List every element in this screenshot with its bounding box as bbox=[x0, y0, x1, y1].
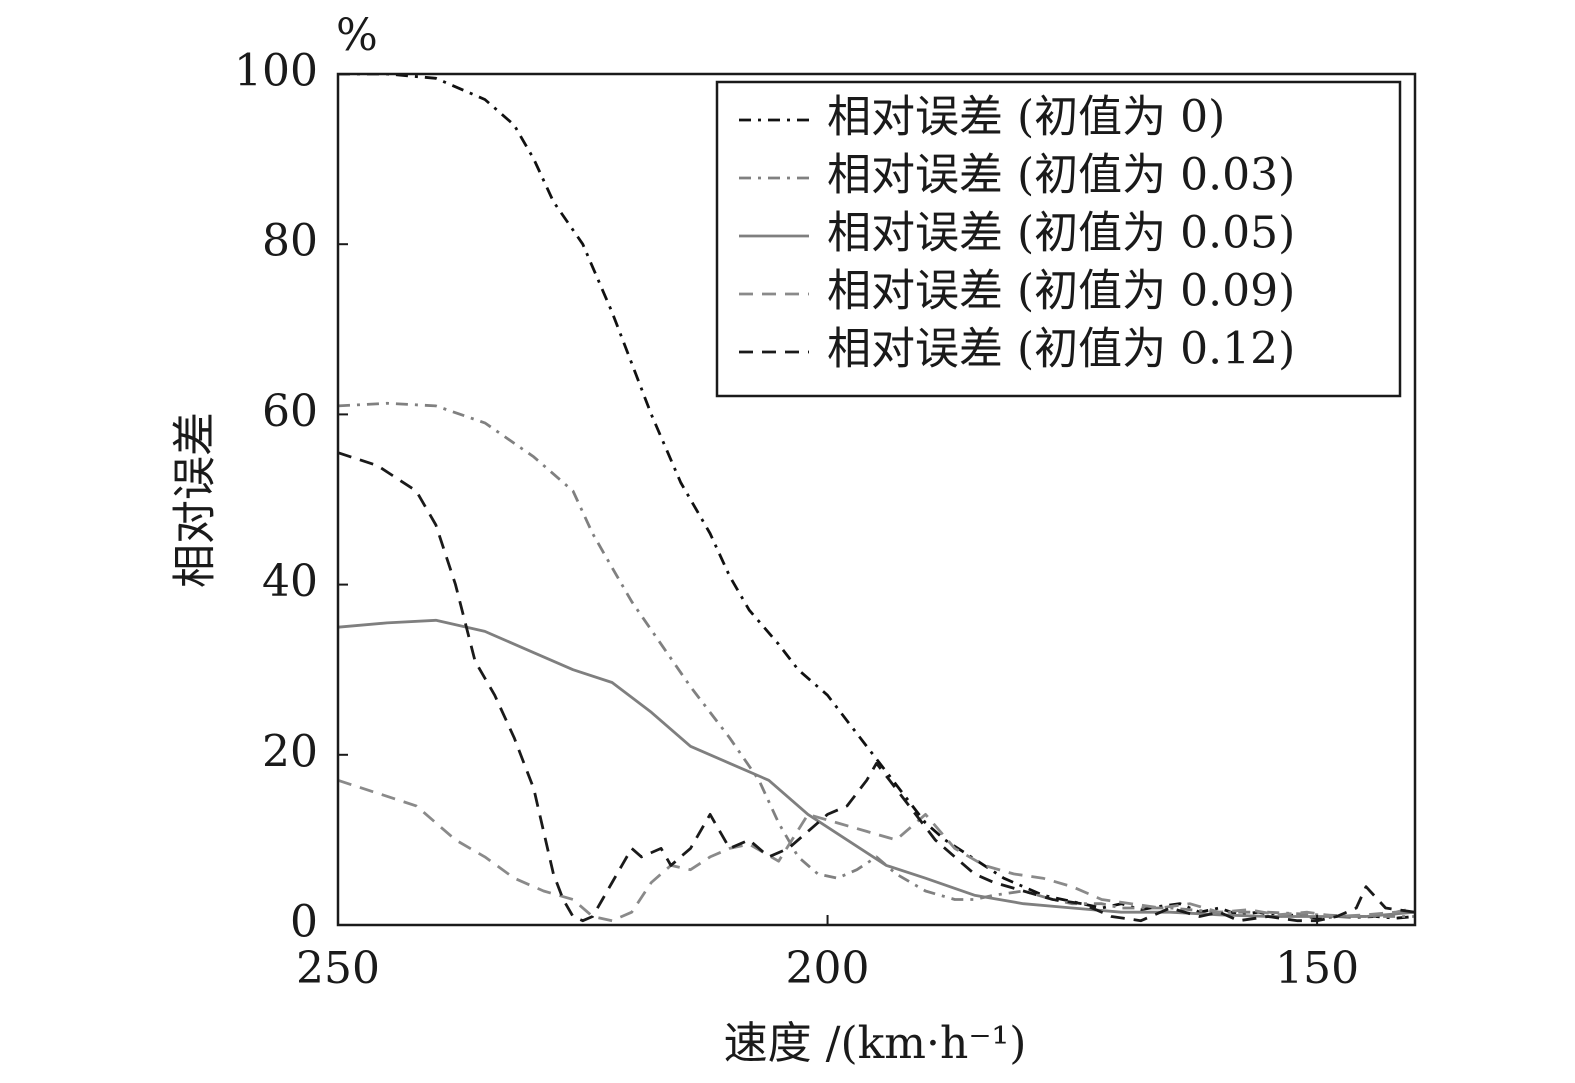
y-tick-label: 60 bbox=[262, 386, 318, 437]
y-unit-label: % bbox=[336, 10, 378, 61]
x-tick-label: 150 bbox=[1275, 943, 1359, 994]
y-tick-label: 100 bbox=[234, 46, 318, 97]
legend-label-0: 相对误差 (初值为 0) bbox=[827, 92, 1225, 143]
y-axis-label: 相对误差 bbox=[170, 412, 221, 588]
y-tick-label: 20 bbox=[262, 726, 318, 777]
plot-frame bbox=[336, 72, 1417, 927]
legend-label-4: 相对误差 (初值为 0.12) bbox=[827, 324, 1295, 375]
x-tick-label: 200 bbox=[786, 943, 870, 994]
legend-box bbox=[715, 80, 1402, 398]
y-tick-label: 0 bbox=[290, 897, 318, 948]
ticks-layer: 0 20 40 60 80 100 250 200 150 bbox=[234, 46, 1359, 995]
legend: 相对误差 (初值为 0) 相对误差 (初值为 0.03) 相对误差 (初值为 0.0… bbox=[715, 80, 1402, 398]
y-tick-label: 40 bbox=[262, 556, 318, 607]
legend-label-1: 相对误差 (初值为 0.03) bbox=[827, 150, 1295, 201]
series-line-1 bbox=[338, 401, 1415, 918]
x-axis-label: 速度 /(km·h⁻¹) bbox=[724, 1018, 1027, 1069]
x-tick-label: 250 bbox=[296, 943, 380, 994]
y-tick-label: 80 bbox=[262, 216, 318, 267]
series-line-2 bbox=[338, 618, 1415, 918]
series-line-4 bbox=[338, 451, 1415, 923]
legend-label-2: 相对误差 (初值为 0.05) bbox=[827, 208, 1295, 259]
legend-label-3: 相对误差 (初值为 0.09) bbox=[827, 266, 1295, 317]
series-line-3 bbox=[338, 778, 1415, 923]
series-layer bbox=[338, 74, 1415, 923]
